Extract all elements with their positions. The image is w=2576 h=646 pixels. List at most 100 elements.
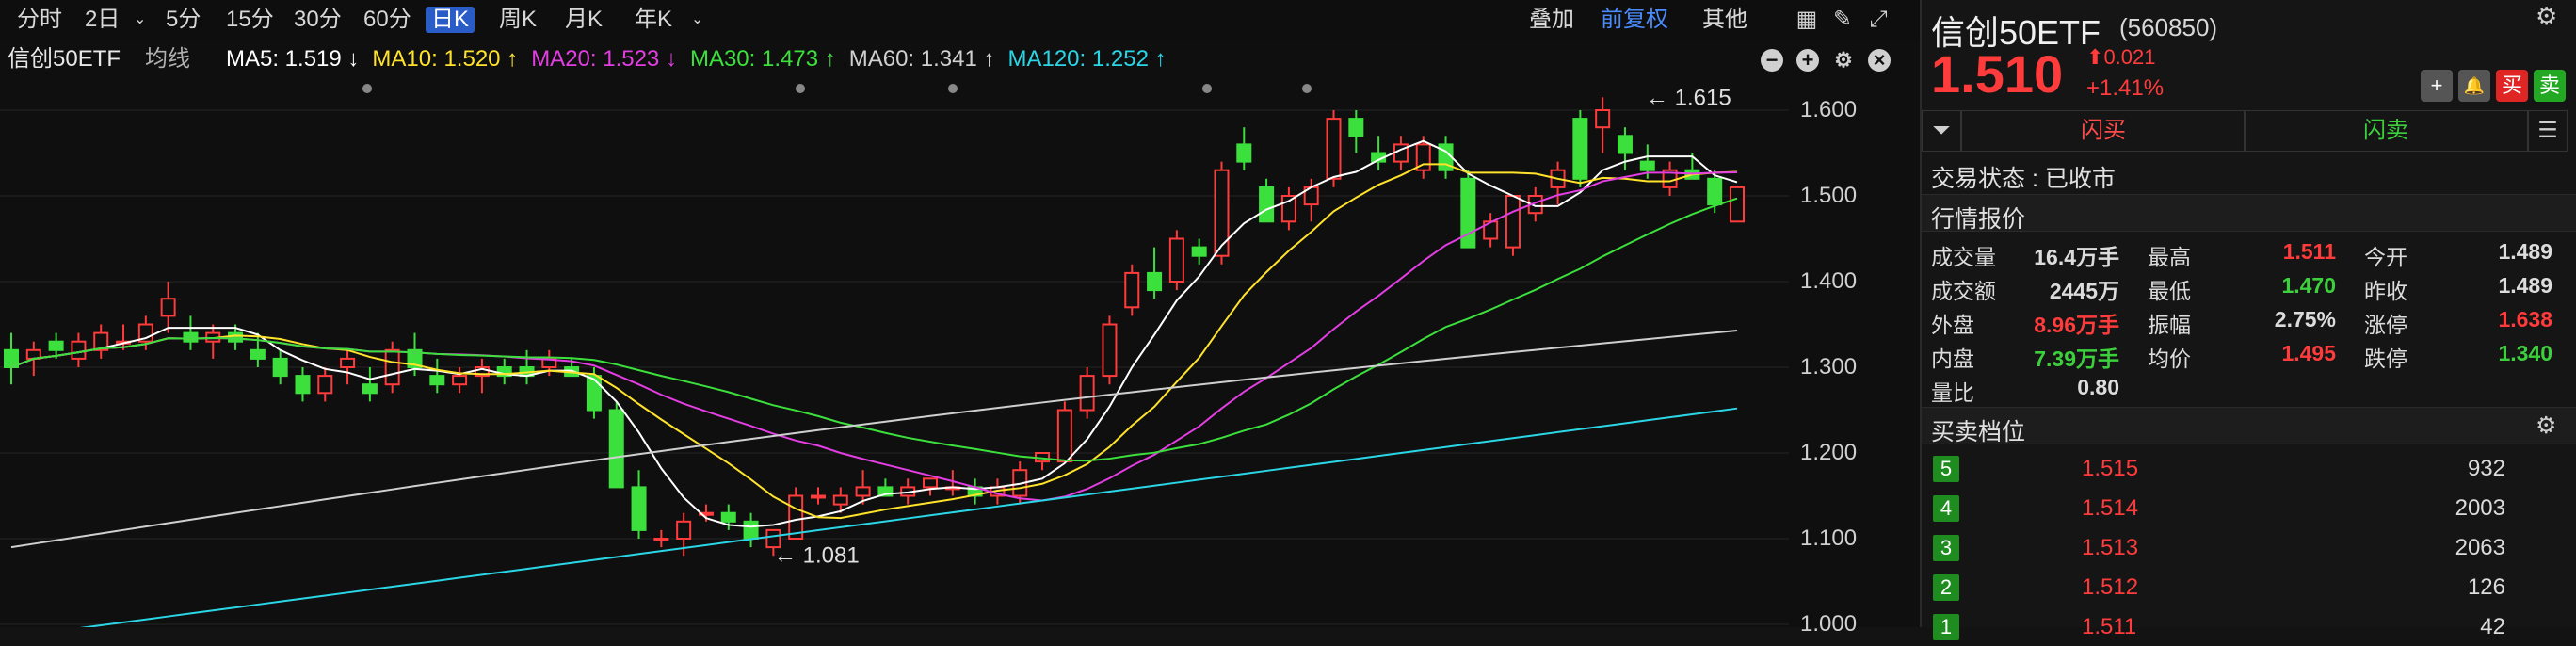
zoom-out-icon[interactable]: − xyxy=(1761,49,1783,72)
other-dropdown[interactable]: 其他 xyxy=(1702,7,1747,32)
draw-pen-icon[interactable]: ✎ xyxy=(1832,7,1853,32)
quote-label: 成交额 xyxy=(1931,279,1996,303)
price-change: ⬆0.021 xyxy=(2086,45,2156,69)
low-price-label: ← 1.081 xyxy=(774,542,860,568)
ask-level-badge: 5 xyxy=(1933,456,1959,482)
buy-button[interactable]: 买 xyxy=(2496,70,2528,102)
settings-gear-icon[interactable]: ⚙ xyxy=(2536,2,2558,30)
flash-buy-button[interactable]: 闪买 xyxy=(1961,110,2246,152)
adjust-dropdown[interactable]: 前复权 xyxy=(1601,7,1668,32)
ma20-line xyxy=(10,170,1738,502)
ask-price: 1.513 xyxy=(2082,535,2139,560)
quote-value: 1.511 xyxy=(2282,239,2336,264)
period-tab-15min[interactable]: 15分 xyxy=(226,7,274,32)
quote-value: 1.495 xyxy=(2281,341,2336,365)
candle-body xyxy=(1617,135,1633,154)
quote-value: 16.4万手 xyxy=(2034,245,2119,269)
orderbook-row[interactable]: 4 1.514 2003 xyxy=(1922,488,2576,527)
ask-volume: 42 xyxy=(2480,614,2505,639)
ask-volume: 126 xyxy=(2467,574,2505,600)
quote-code: (560850) xyxy=(2119,13,2218,41)
period-tab-monthly[interactable]: 月K xyxy=(565,7,604,32)
ask-volume: 932 xyxy=(2467,456,2505,481)
orderbook-row[interactable]: 5 1.515 932 xyxy=(1922,448,2576,488)
period-tab-2day[interactable]: 2日 xyxy=(85,7,121,32)
candle-body xyxy=(1572,118,1588,180)
price-tick-label: 1.400 xyxy=(1800,268,1858,294)
indicator-type-dropdown[interactable]: 均线 xyxy=(145,46,190,72)
instrument-name: 信创50ETF xyxy=(8,46,121,72)
quote-section-header: 行情报价 xyxy=(1922,194,2576,233)
flash-sell-button[interactable]: 闪卖 xyxy=(2244,110,2528,152)
period-toolbar: 分时 2日 ⌄ 5分 15分 30分 60分 日K 周K 月K 年K ⌄ 叠加 … xyxy=(0,0,1920,40)
ask-level-badge: 2 xyxy=(1933,574,1959,601)
ask-volume: 2003 xyxy=(2455,495,2505,521)
candle-body xyxy=(93,331,109,351)
candle-body xyxy=(496,366,512,378)
candle-body xyxy=(1214,169,1230,257)
quote-panel: 信创50ETF (560850) ⚙ 1.510 ⬆0.021 +1.41% +… xyxy=(1920,0,2576,640)
candle-body xyxy=(1124,271,1140,309)
candle-body xyxy=(1595,109,1611,129)
period-tab-weekly[interactable]: 周K xyxy=(499,7,538,32)
candle-body xyxy=(272,357,288,378)
orderbook-row[interactable]: 1 1.511 42 xyxy=(1922,606,2576,646)
period-tab-60min[interactable]: 60分 xyxy=(363,7,411,32)
ma-legend-item: MA60: 1.341 ↑ xyxy=(848,46,995,72)
quote-label: 跌停 xyxy=(2364,347,2407,371)
zoom-in-icon[interactable]: + xyxy=(1796,49,1819,72)
candle-body xyxy=(48,340,64,351)
price-tick-label: 1.000 xyxy=(1800,611,1858,637)
marker-dot xyxy=(1302,84,1312,93)
quote-value: 1.470 xyxy=(2281,273,2336,298)
fullscreen-icon[interactable]: ⤢ xyxy=(1869,7,1888,32)
candle-body xyxy=(183,331,199,343)
close-icon[interactable]: × xyxy=(1868,49,1891,72)
settings-gear-icon[interactable]: ⚙ xyxy=(1834,48,1853,72)
quote-label: 最低 xyxy=(2148,279,2191,303)
period-tab-5min[interactable]: 5分 xyxy=(166,7,201,32)
collapse-icon[interactable]: ⏷ xyxy=(1922,110,1961,152)
candle-body xyxy=(1280,195,1296,223)
chevron-down-icon[interactable]: ⌄ xyxy=(134,11,147,27)
overlay-dropdown[interactable]: 叠加 xyxy=(1529,7,1574,32)
candle-body xyxy=(653,538,669,541)
alert-bell-icon[interactable]: 🔔 xyxy=(2458,70,2490,102)
candle-body xyxy=(1707,177,1723,206)
ma60-line xyxy=(10,330,1738,549)
candle-body xyxy=(429,375,445,386)
quote-label: 昨收 xyxy=(2364,279,2407,303)
price-change-pct: +1.41% xyxy=(2086,75,2165,101)
last-price: 1.510 xyxy=(1931,44,2064,104)
period-tab-daily[interactable]: 日K xyxy=(426,7,475,33)
quote-title: 信创50ETF xyxy=(1931,13,2101,52)
price-tick-label: 1.200 xyxy=(1800,440,1858,465)
layout-grid-icon[interactable]: ▦ xyxy=(1795,7,1818,32)
candle-body xyxy=(1639,160,1655,171)
kline-chart[interactable]: ← 1.615 ← 1.081 xyxy=(0,75,1920,627)
add-watchlist-button[interactable]: + xyxy=(2421,70,2453,102)
ma-legend-item: MA5: 1.519 ↓ xyxy=(226,46,360,72)
period-tab-fenshi[interactable]: 分时 xyxy=(17,7,62,32)
high-price-label: ← 1.615 xyxy=(1646,85,1731,110)
candle-body xyxy=(1168,237,1184,283)
orderbook-row[interactable]: 3 1.513 2063 xyxy=(1922,527,2576,567)
ma120-line xyxy=(79,407,1738,627)
orderbook-row[interactable]: 2 1.512 126 xyxy=(1922,567,2576,606)
price-tick-label: 1.500 xyxy=(1800,183,1858,208)
candle-body xyxy=(340,357,356,368)
sell-button[interactable]: 卖 xyxy=(2534,70,2566,102)
price-tick-label: 1.600 xyxy=(1800,97,1858,122)
chevron-down-icon[interactable]: ⌄ xyxy=(691,11,704,27)
candle-body xyxy=(743,520,759,540)
candle-body xyxy=(1460,177,1476,249)
ask-price: 1.512 xyxy=(2082,574,2139,600)
candle-body xyxy=(1102,323,1118,378)
menu-icon[interactable]: ☰ xyxy=(2528,110,2568,152)
settings-gear-icon[interactable]: ⚙ xyxy=(2536,412,2557,439)
period-tab-30min[interactable]: 30分 xyxy=(294,7,342,32)
candle-body xyxy=(765,528,781,549)
quote-label: 最高 xyxy=(2148,245,2191,269)
period-tab-yearly[interactable]: 年K xyxy=(635,7,673,32)
candle-body xyxy=(877,486,894,497)
